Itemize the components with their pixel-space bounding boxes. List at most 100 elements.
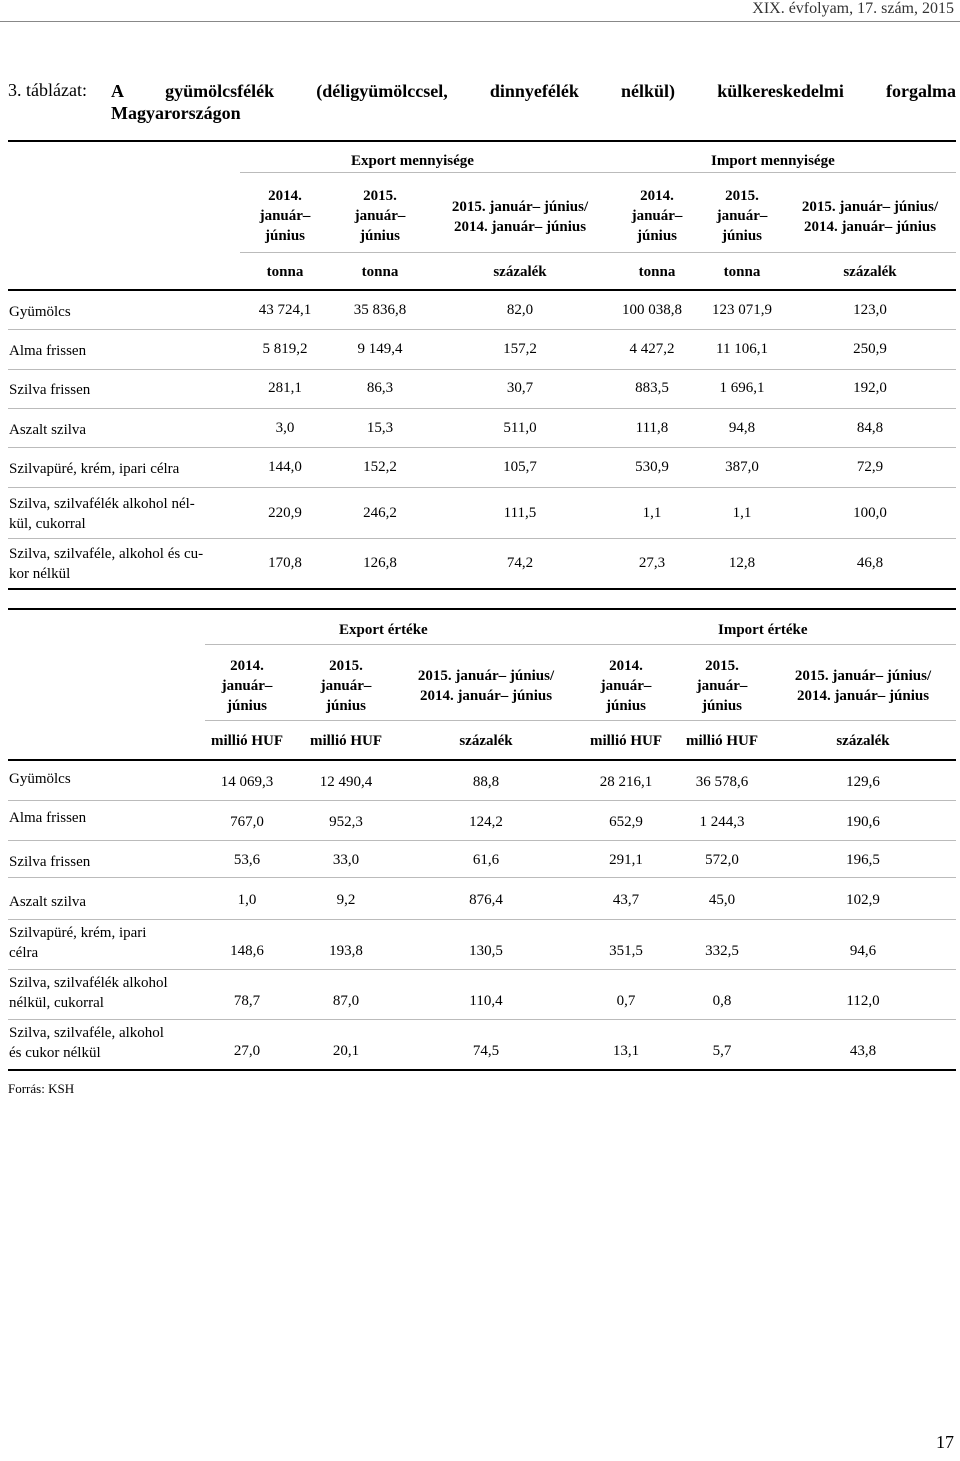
group-header-export-value: Export értéke <box>339 622 428 638</box>
row-label: Szilva frissen <box>9 854 91 870</box>
cell: 14 069,3 <box>220 774 274 790</box>
col-header-ratio-import: 2015. január– június/2014. január– júniu… <box>794 668 932 704</box>
cell: 883,5 <box>635 380 669 396</box>
cell: 11 106,1 <box>716 341 768 357</box>
header-rule <box>0 21 960 22</box>
cell: 87,0 <box>332 993 360 1009</box>
cell: 1,1 <box>732 505 752 521</box>
row-label: Szilvapüré, krém, ipari célra <box>9 461 180 477</box>
row-label: Szilva frissen <box>9 382 91 398</box>
cell: 220,9 <box>268 505 302 521</box>
cell: 157,2 <box>503 341 537 357</box>
cell: 3,0 <box>275 420 295 436</box>
cell: 43 724,1 <box>258 302 312 318</box>
cell: 148,6 <box>230 943 264 959</box>
unit-cell: millió HUF <box>210 733 284 749</box>
row-label: Szilva, szilvafélék alkohol nél-kül, cuk… <box>9 496 195 532</box>
source-note: Forrás: KSH <box>8 1081 75 1096</box>
cell: 0,8 <box>712 993 732 1009</box>
cell: 152,2 <box>363 459 397 475</box>
cell: 511,0 <box>503 420 537 436</box>
unit-cell: tonna <box>638 264 676 280</box>
cell: 170,8 <box>268 555 302 571</box>
cell: 33,0 <box>332 852 360 868</box>
table-title-line2: Magyarországon <box>111 103 241 123</box>
row-label: Szilvapüré, krém, ipari célra <box>9 925 147 961</box>
cell: 767,0 <box>230 814 264 830</box>
unit-cell: millió HUF <box>685 733 759 749</box>
cell: 86,3 <box>366 380 394 396</box>
cell: 126,8 <box>363 555 397 571</box>
cell: 46,8 <box>856 555 884 571</box>
row-label: Gyümölcs <box>9 304 71 320</box>
cell: 94,6 <box>849 943 877 959</box>
col-header-2015-export: 2015. január– június <box>354 188 406 244</box>
cell: 332,5 <box>705 943 739 959</box>
col-header-2014-export: 2014. január– június <box>259 188 311 244</box>
cell: 53,6 <box>233 852 261 868</box>
cell: 144,0 <box>268 459 302 475</box>
cell: 43,7 <box>612 892 640 908</box>
cell: 876,4 <box>469 892 503 908</box>
cell: 88,8 <box>472 774 500 790</box>
cell: 82,0 <box>506 302 534 318</box>
col-header-2014-import: 2014. január– június <box>600 658 652 714</box>
col-header-ratio-export: 2015. január– június/2014. január– júniu… <box>417 668 555 704</box>
cell: 1,1 <box>642 505 662 521</box>
cell: 952,3 <box>329 814 363 830</box>
cell: 0,7 <box>616 993 636 1009</box>
cell: 13,1 <box>612 1043 640 1059</box>
cell: 74,2 <box>506 555 534 571</box>
row-label: Aszalt szilva <box>9 894 87 910</box>
cell: 652,9 <box>609 814 643 830</box>
cell: 281,1 <box>268 380 302 396</box>
cell: 35 836,8 <box>353 302 407 318</box>
table-title: A gyümölcsfélék (déligyümölccsel, dinnye… <box>111 81 956 101</box>
cell: 351,5 <box>609 943 643 959</box>
cell: 72,9 <box>856 459 884 475</box>
cell: 196,5 <box>846 852 880 868</box>
cell: 111,8 <box>635 420 669 436</box>
row-label: Alma frissen <box>9 343 87 359</box>
cell: 110,4 <box>469 993 503 1009</box>
cell: 9 149,4 <box>357 341 403 357</box>
cell: 1,0 <box>237 892 257 908</box>
cell: 190,6 <box>846 814 880 830</box>
row-label: Gyümölcs <box>9 771 71 787</box>
table-number: 3. táblázat: <box>8 80 87 100</box>
cell: 78,7 <box>233 993 261 1009</box>
cell: 387,0 <box>725 459 759 475</box>
col-header-ratio-import: 2015. január– június/2014. január– júniu… <box>801 199 939 235</box>
unit-cell: tonna <box>266 264 304 280</box>
cell: 36 578,6 <box>695 774 749 790</box>
unit-cell: millió HUF <box>309 733 383 749</box>
cell: 123 071,9 <box>712 302 772 318</box>
cell: 246,2 <box>363 505 397 521</box>
cell: 12,8 <box>728 555 756 571</box>
cell: 5 819,2 <box>262 341 308 357</box>
cell: 193,8 <box>329 943 363 959</box>
unit-cell: tonna <box>723 264 761 280</box>
col-header-ratio-export: 2015. január– június/2014. január– júniu… <box>451 199 589 235</box>
cell: 5,7 <box>712 1043 732 1059</box>
cell: 250,9 <box>853 341 887 357</box>
group-header-import-volume: Import mennyisége <box>711 153 835 169</box>
cell: 112,0 <box>846 993 880 1009</box>
cell: 130,5 <box>469 943 503 959</box>
unit-cell: százalék <box>493 264 547 280</box>
cell: 74,5 <box>472 1043 500 1059</box>
group-header-export-volume: Export mennyisége <box>351 153 474 169</box>
cell: 100 038,8 <box>622 302 682 318</box>
col-header-2015-import: 2015. január– június <box>716 188 768 244</box>
unit-cell: tonna <box>361 264 399 280</box>
cell: 291,1 <box>609 852 643 868</box>
cell: 61,6 <box>472 852 500 868</box>
cell: 123,0 <box>853 302 887 318</box>
cell: 28 216,1 <box>599 774 653 790</box>
cell: 30,7 <box>506 380 534 396</box>
cell: 105,7 <box>503 459 537 475</box>
cell: 4 427,2 <box>629 341 675 357</box>
unit-cell: százalék <box>836 733 890 749</box>
journal-header: XIX. évfolyam, 17. szám, 2015 <box>752 0 954 17</box>
cell: 43,8 <box>849 1043 877 1059</box>
